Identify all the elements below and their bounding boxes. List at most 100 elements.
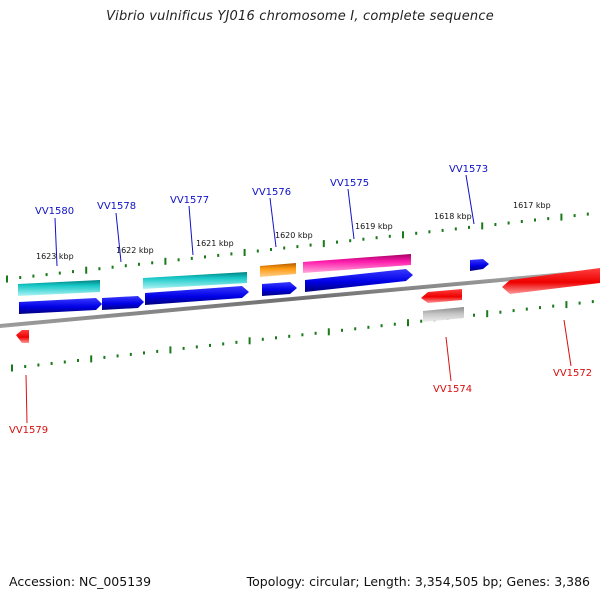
connector-vv1580	[54, 217, 58, 267]
ruler-lower-tick	[525, 307, 528, 311]
ruler-upper-tick	[296, 245, 299, 249]
ruler-lower-tick	[486, 310, 489, 318]
gene-label-vv1572[interactable]: VV1572	[553, 368, 592, 379]
ruler-upper-tick	[402, 231, 404, 239]
ruler-lower-tick	[552, 304, 555, 308]
ruler-upper-tick	[507, 221, 510, 225]
connector-vv1573	[465, 174, 475, 225]
ruler-upper-tick	[494, 223, 497, 226]
ruler-lower-tick	[77, 359, 79, 362]
gene-label-vv1574[interactable]: VV1574	[433, 384, 472, 395]
gene-vv1578-arrow[interactable]	[102, 296, 144, 310]
gene-vv1577-arrow[interactable]	[145, 286, 249, 305]
ruler-lower-tick	[182, 346, 185, 350]
gene-label-vv1577[interactable]: VV1577	[170, 195, 209, 206]
gene-vv1575-arrow[interactable]	[305, 269, 413, 292]
gene-vv1572-arrow[interactable]	[502, 268, 600, 294]
ruler-upper-tick	[98, 267, 101, 271]
ruler-lower-tick	[248, 337, 251, 345]
gene-vv1580-arrow[interactable]	[19, 298, 102, 314]
connector-vv1572	[563, 319, 572, 367]
ruler-lower-tick	[420, 319, 423, 323]
gene-vv1574-arrow[interactable]	[421, 289, 462, 303]
feature-vv1575-category	[303, 254, 411, 273]
gene-label-vv1578[interactable]: VV1578	[97, 201, 136, 212]
ruler-upper-tick	[520, 220, 523, 223]
chromosome-backbone	[0, 269, 600, 328]
ruler-lower-tick	[222, 342, 225, 346]
ruler-lower-tick	[565, 301, 568, 309]
ruler-lower-tick	[354, 327, 357, 331]
ruler-label-1619: 1619 kbp	[355, 222, 393, 231]
connector-vv1575	[347, 188, 355, 240]
ruler-lower-tick	[327, 328, 330, 336]
ruler-lower-tick	[156, 349, 159, 353]
gene-label-vv1580[interactable]: VV1580	[35, 206, 74, 217]
ruler-upper-tick	[177, 258, 180, 262]
ruler-upper-tick	[151, 261, 154, 265]
ruler-ticks-upper	[6, 212, 589, 283]
gene-label-vv1575[interactable]: VV1575	[330, 178, 369, 189]
ruler-lower-tick	[209, 343, 211, 347]
ruler-lower-tick	[50, 362, 53, 365]
feature-vv1576-category	[260, 263, 296, 277]
ruler-upper-tick	[454, 227, 457, 231]
ruler-lower-tick	[103, 355, 106, 359]
ruler-lower-tick	[129, 352, 132, 356]
ruler-upper-tick	[19, 276, 22, 279]
ruler-label-1621: 1621 kbp	[196, 239, 234, 248]
ruler-lower-tick	[90, 355, 93, 363]
topology-text: Topology: circular; Length: 3,354,505 bp…	[246, 574, 590, 589]
ruler-lower-tick	[275, 336, 277, 340]
gene-label-vv1579[interactable]: VV1579	[9, 425, 48, 436]
ruler-upper-tick	[32, 274, 35, 278]
accession-text: Accession: NC_005139	[9, 574, 152, 589]
ruler-lower-tick	[578, 301, 581, 305]
ruler-lower-tick	[539, 306, 541, 310]
ruler-upper-tick	[45, 273, 48, 277]
ruler-label-1620: 1620 kbp	[275, 231, 313, 240]
ruler-upper-tick	[573, 214, 576, 218]
ruler-lower-tick	[288, 334, 291, 338]
connector-vv1576	[269, 197, 277, 248]
ruler-lower-tick	[63, 360, 66, 364]
ruler-upper-tick	[428, 230, 431, 234]
ruler-upper-tick	[362, 237, 365, 241]
ruler-label-1623: 1623 kbp	[36, 252, 74, 261]
ruler-upper-tick	[388, 234, 391, 238]
ruler-upper-tick	[6, 275, 8, 283]
ruler-lower-tick	[116, 354, 119, 358]
ruler-upper-tick	[243, 249, 246, 256]
ruler-upper-tick	[230, 252, 233, 256]
gene-vv1573-arrow[interactable]	[470, 259, 489, 271]
ruler-upper-tick	[481, 222, 484, 230]
ruler-upper-tick	[547, 217, 550, 221]
ruler-lower-tick	[261, 337, 264, 341]
ruler-label-1617: 1617 kbp	[513, 201, 551, 210]
ruler-lower-tick	[143, 351, 145, 355]
ruler-upper-tick	[586, 212, 589, 216]
feature-vv1574-category	[423, 307, 464, 322]
ruler-lower-tick	[235, 340, 238, 344]
ruler-upper-tick	[72, 270, 74, 274]
gene-label-vv1573[interactable]: VV1573	[449, 164, 488, 175]
ruler-lower-tick	[591, 300, 594, 304]
ruler-lower-tick	[301, 333, 304, 337]
ruler-upper-tick	[534, 218, 536, 222]
ruler-upper-tick	[58, 271, 61, 275]
ruler-upper-tick	[375, 236, 378, 240]
ruler-lower-tick	[169, 346, 172, 354]
connector-vv1577	[188, 205, 194, 256]
ruler-upper-tick	[283, 246, 286, 250]
ruler-label-1618: 1618 kbp	[434, 212, 472, 221]
ruler-lower-tick	[37, 363, 40, 367]
ruler-lower-tick	[512, 309, 515, 313]
gene-vv1576-arrow[interactable]	[262, 282, 297, 296]
ruler-lower-tick	[314, 331, 317, 335]
ruler-upper-tick	[349, 239, 352, 243]
gene-label-vv1576[interactable]: VV1576	[252, 187, 291, 198]
ruler-label-1622: 1622 kbp	[116, 246, 154, 255]
ruler-ticks-lower	[11, 300, 594, 372]
gene-vv1579-arrow[interactable]	[16, 330, 29, 343]
ruler-upper-tick	[138, 262, 140, 266]
